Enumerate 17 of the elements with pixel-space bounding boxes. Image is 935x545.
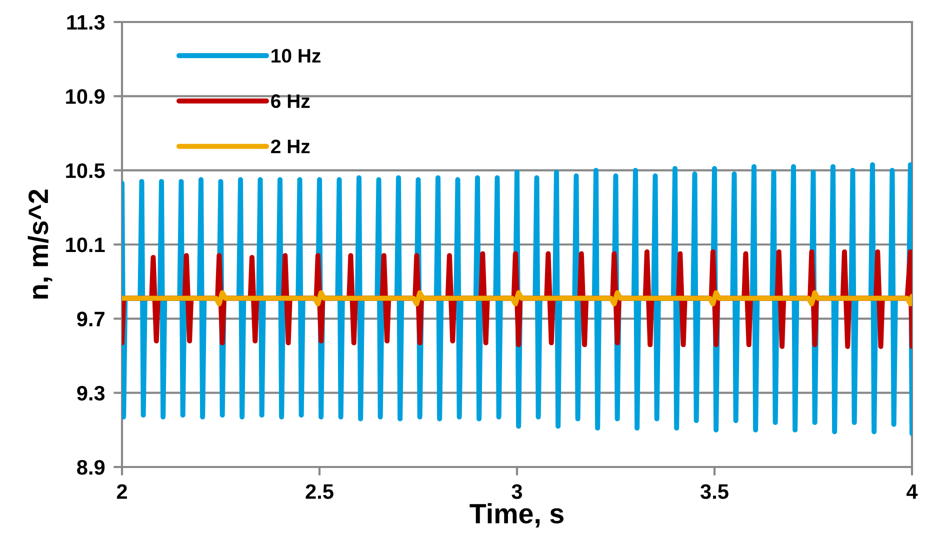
y-tick-label: 10.5 (66, 163, 105, 178)
x-tick-label: 2.5 (306, 484, 334, 499)
x-tick-label: 4 (906, 484, 918, 499)
y-tick-label: 9.3 (77, 386, 105, 401)
y-axis-title: n, m/s^2 (28, 190, 52, 299)
y-tick-label: 10.1 (66, 238, 105, 252)
y-tick-label: 11.3 (67, 15, 105, 30)
x-tick-label: 2 (116, 484, 127, 499)
y-tick-label: 9.7 (77, 312, 104, 326)
y-tick-label: 8.9 (77, 460, 105, 475)
legend-label: 2 Hz (271, 140, 310, 154)
legend-label: 6 Hz (271, 94, 310, 108)
x-tick-label: 3.5 (700, 484, 728, 499)
legend-label: 10 Hz (272, 48, 320, 63)
x-axis-title: Time, s (470, 503, 564, 528)
y-tick-label: 10.9 (66, 89, 105, 104)
x-tick-label: 3 (512, 484, 522, 499)
